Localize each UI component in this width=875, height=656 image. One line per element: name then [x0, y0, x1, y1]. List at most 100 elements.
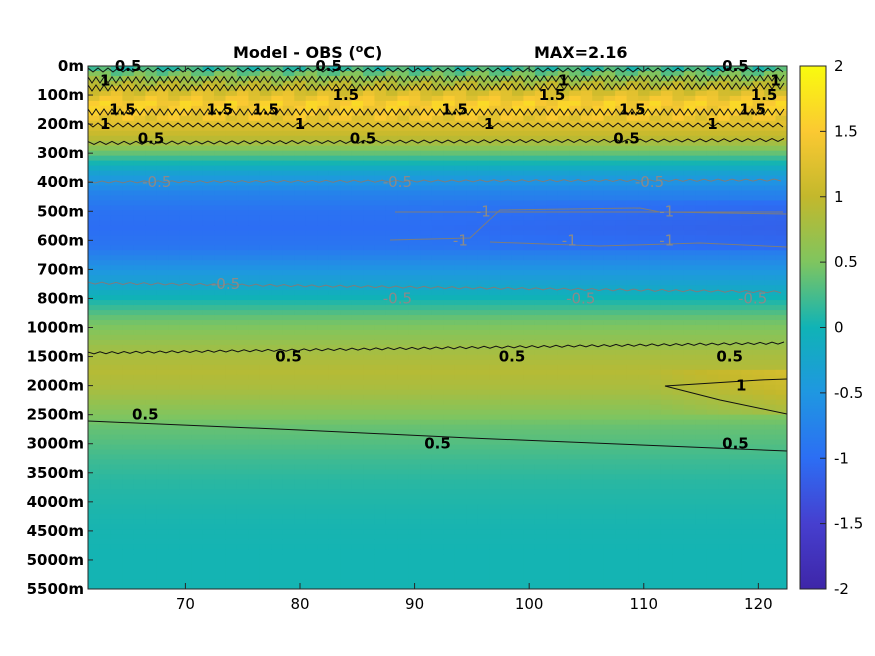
heat-cell — [580, 359, 593, 366]
heat-cell — [546, 200, 559, 207]
heat-cell — [145, 444, 158, 451]
heat-cell — [443, 215, 456, 222]
heat-cell — [294, 170, 307, 177]
heat-cell — [683, 235, 696, 241]
heat-cell — [305, 439, 318, 446]
heat-cell — [477, 394, 490, 401]
heat-cell — [225, 359, 238, 366]
heat-cell — [248, 315, 261, 321]
heat-cell — [660, 384, 674, 391]
heat-cell — [294, 369, 307, 376]
heat-cell — [133, 379, 146, 386]
heat-cell — [752, 404, 765, 411]
heat-cell — [122, 329, 135, 336]
heat-cell — [328, 85, 341, 92]
heat-cell — [282, 240, 295, 246]
heat-cell — [328, 100, 341, 107]
heat-cell — [500, 195, 513, 202]
heat-cell — [477, 389, 490, 396]
heat-cell — [672, 359, 685, 366]
heat-cell — [214, 220, 227, 226]
heat-cell — [466, 215, 479, 222]
heat-cell — [133, 290, 146, 296]
heat-cell — [225, 250, 238, 256]
heat-cell — [580, 369, 593, 376]
heat-cell — [534, 130, 547, 137]
heat-cell — [718, 165, 731, 172]
heat-cell — [443, 394, 456, 401]
heat-cell — [202, 105, 215, 112]
heat-cell — [363, 115, 376, 122]
heat-cell — [179, 140, 192, 147]
heat-cell — [649, 459, 662, 466]
heat-cell — [557, 245, 570, 251]
heat-cell — [775, 220, 787, 226]
heat-cell — [489, 245, 502, 251]
heat-cell — [752, 419, 765, 426]
heat-cell — [695, 175, 708, 182]
heat-cell — [385, 70, 398, 77]
heat-cell — [775, 235, 787, 241]
heat-cell — [363, 424, 376, 431]
heat-cell — [248, 334, 261, 341]
heat-cell — [546, 334, 559, 341]
heat-cell — [179, 414, 192, 421]
heat-cell — [145, 454, 158, 461]
heat-cell — [214, 270, 227, 276]
heat-cell — [443, 100, 456, 107]
heat-cell — [649, 399, 662, 406]
heat-cell — [764, 404, 777, 411]
heat-cell — [638, 115, 651, 122]
heat-cell — [122, 245, 135, 251]
heat-cell — [202, 454, 215, 461]
heat-cell — [534, 200, 547, 207]
heat-cell — [363, 389, 376, 396]
heat-cell — [649, 205, 662, 212]
heat-cell — [408, 235, 421, 241]
heat-cell — [133, 80, 146, 87]
heat-cell — [649, 419, 662, 426]
heat-cell — [683, 135, 696, 142]
heat-cell — [615, 280, 628, 286]
heat-cell — [741, 384, 754, 391]
heat-cell — [282, 225, 295, 231]
heat-cell — [764, 464, 777, 471]
heat-cell — [271, 364, 284, 371]
heat-cell — [351, 235, 364, 241]
heat-cell — [626, 374, 639, 381]
heat-cell — [466, 170, 479, 177]
heat-cell — [328, 419, 341, 426]
heat-cell — [638, 190, 651, 197]
heat-cell — [202, 250, 215, 256]
heat-cell — [649, 245, 662, 251]
heat-cell — [638, 389, 651, 396]
heat-cell — [122, 220, 135, 226]
heat-cell — [294, 115, 307, 122]
heat-cell — [580, 354, 593, 361]
heat-cell — [557, 80, 570, 87]
heat-cell — [385, 349, 398, 356]
heat-cell — [477, 404, 490, 411]
heat-cell — [489, 389, 502, 396]
heat-cell — [110, 215, 123, 222]
heat-cell — [592, 200, 605, 207]
heat-cell — [718, 434, 731, 441]
heat-cell — [202, 185, 215, 192]
heat-cell — [259, 220, 272, 226]
heat-cell — [626, 384, 639, 391]
heat-cell — [443, 130, 456, 137]
heat-cell — [363, 459, 376, 466]
heat-cell — [110, 240, 123, 246]
heat-cell — [363, 414, 376, 421]
heat-cell — [649, 75, 662, 82]
heat-cell — [718, 290, 731, 296]
heat-cell — [683, 394, 696, 401]
heat-cell — [133, 185, 146, 192]
heat-cell — [592, 320, 605, 326]
heat-cell — [385, 369, 398, 376]
heat-cell — [294, 339, 307, 346]
heat-cell — [385, 325, 398, 331]
heat-cell — [534, 439, 547, 446]
heat-cell — [214, 439, 227, 446]
heat-cell — [385, 230, 398, 236]
